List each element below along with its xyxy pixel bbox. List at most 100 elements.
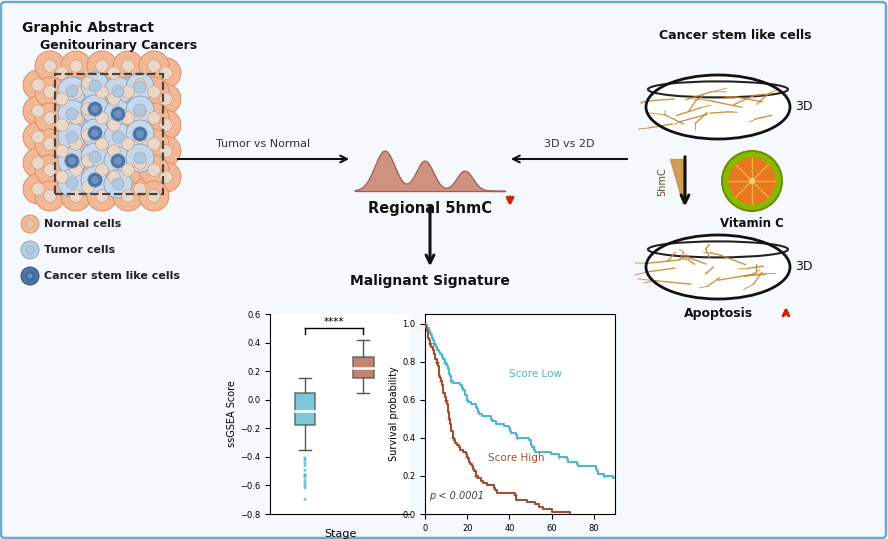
Circle shape — [749, 98, 755, 103]
Circle shape — [721, 96, 739, 114]
Circle shape — [82, 77, 94, 89]
Circle shape — [747, 96, 757, 106]
Circle shape — [125, 96, 155, 126]
Circle shape — [91, 129, 99, 137]
Ellipse shape — [646, 235, 790, 299]
Circle shape — [726, 272, 730, 276]
Point — [297, 455, 312, 464]
Circle shape — [96, 112, 108, 125]
Circle shape — [47, 136, 77, 166]
Circle shape — [134, 81, 146, 93]
Circle shape — [714, 106, 732, 124]
Text: 3D vs 2D: 3D vs 2D — [543, 139, 594, 149]
Circle shape — [718, 110, 728, 120]
Circle shape — [65, 154, 79, 168]
Circle shape — [730, 261, 742, 273]
Circle shape — [132, 127, 147, 141]
Circle shape — [134, 104, 146, 116]
Text: Regional 5hmC: Regional 5hmC — [368, 201, 492, 216]
FancyBboxPatch shape — [295, 392, 315, 425]
Circle shape — [73, 120, 103, 150]
Circle shape — [96, 190, 108, 202]
Circle shape — [104, 170, 132, 198]
Circle shape — [139, 155, 169, 185]
Circle shape — [107, 171, 120, 183]
Circle shape — [44, 137, 56, 150]
Circle shape — [113, 155, 143, 185]
Circle shape — [96, 86, 108, 98]
Point — [297, 476, 312, 485]
Circle shape — [151, 110, 181, 140]
Circle shape — [733, 264, 740, 270]
Circle shape — [677, 95, 695, 113]
Circle shape — [35, 77, 65, 107]
Circle shape — [743, 108, 749, 114]
Circle shape — [114, 110, 122, 118]
Circle shape — [28, 274, 32, 278]
Circle shape — [32, 183, 44, 195]
Point — [297, 483, 312, 492]
Circle shape — [73, 172, 103, 202]
Circle shape — [69, 60, 83, 72]
Circle shape — [89, 151, 101, 163]
Circle shape — [147, 60, 161, 72]
Circle shape — [125, 122, 155, 152]
Circle shape — [26, 220, 34, 228]
Circle shape — [47, 58, 77, 88]
Circle shape — [61, 129, 91, 159]
Circle shape — [126, 73, 154, 101]
Ellipse shape — [648, 81, 788, 98]
Circle shape — [87, 77, 117, 107]
Point — [297, 479, 312, 487]
Circle shape — [87, 103, 117, 133]
Circle shape — [87, 155, 117, 185]
Circle shape — [69, 190, 83, 202]
Circle shape — [125, 148, 155, 178]
Circle shape — [61, 51, 91, 81]
Circle shape — [737, 102, 755, 120]
Circle shape — [47, 84, 77, 114]
Circle shape — [32, 79, 44, 91]
Circle shape — [99, 84, 129, 114]
Circle shape — [160, 67, 172, 79]
Circle shape — [56, 144, 68, 157]
Circle shape — [32, 157, 44, 169]
Circle shape — [705, 96, 710, 102]
Circle shape — [81, 119, 109, 147]
Circle shape — [722, 151, 782, 211]
Circle shape — [87, 129, 117, 159]
Circle shape — [112, 178, 124, 190]
Circle shape — [44, 112, 56, 125]
Circle shape — [147, 112, 161, 125]
Circle shape — [113, 103, 143, 133]
Circle shape — [91, 105, 99, 113]
Circle shape — [58, 147, 86, 175]
Circle shape — [21, 267, 39, 285]
Circle shape — [23, 96, 53, 126]
Circle shape — [125, 70, 155, 100]
Text: Cancer stem like cells: Cancer stem like cells — [44, 271, 180, 281]
Circle shape — [58, 123, 86, 151]
Circle shape — [125, 174, 155, 204]
Circle shape — [151, 162, 181, 192]
X-axis label: Stage: Stage — [324, 529, 356, 539]
Circle shape — [69, 164, 83, 176]
Circle shape — [69, 112, 83, 125]
Circle shape — [69, 137, 83, 150]
Circle shape — [711, 260, 715, 264]
Circle shape — [134, 152, 146, 164]
Circle shape — [700, 270, 706, 277]
Circle shape — [61, 155, 91, 185]
Circle shape — [727, 102, 733, 108]
Circle shape — [58, 100, 86, 128]
Circle shape — [122, 86, 134, 98]
Circle shape — [688, 263, 692, 267]
Point — [297, 471, 312, 479]
Circle shape — [66, 108, 78, 120]
Text: Normal cells: Normal cells — [44, 219, 122, 229]
Text: Cancer stem like cells: Cancer stem like cells — [659, 29, 812, 42]
Circle shape — [96, 137, 108, 150]
Circle shape — [734, 265, 738, 269]
Circle shape — [23, 148, 53, 178]
Circle shape — [56, 119, 68, 132]
